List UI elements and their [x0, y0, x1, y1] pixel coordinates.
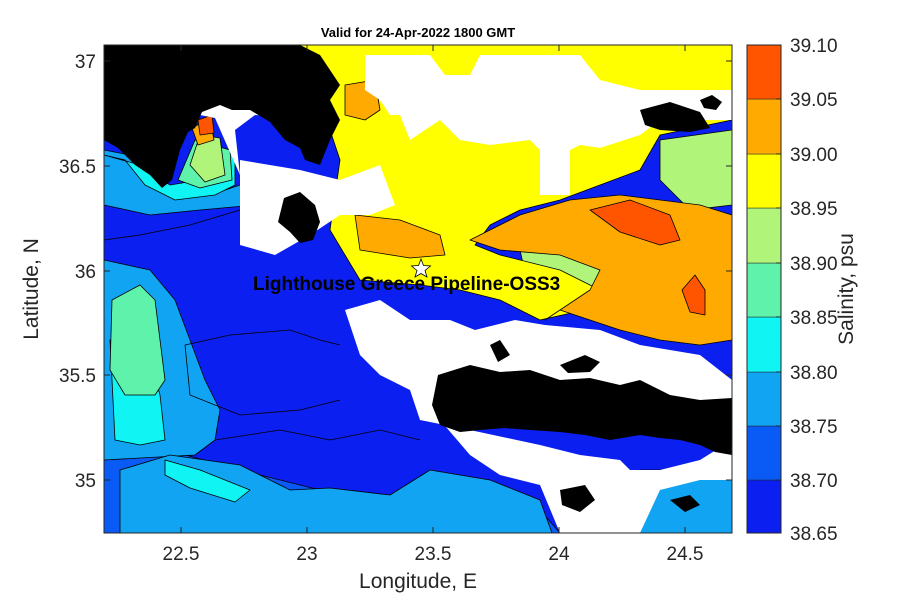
nodata-north-center	[365, 55, 732, 195]
axis-ticks	[104, 45, 732, 533]
colorbar: 38.65 38.70 38.75 38.80 38.85 38.90 38.9…	[746, 36, 858, 545]
land-crete	[432, 365, 732, 455]
colorbar-swatch	[746, 316, 782, 373]
xtick-label: 24	[548, 544, 570, 565]
x-tick-labels: 22.5 23 23.5 24 24.5	[163, 544, 704, 565]
cb-tick-label: 39.10	[790, 36, 838, 57]
land-islet-se	[560, 485, 595, 512]
land-crete-islet	[560, 355, 600, 373]
cb-tick-label: 38.85	[790, 308, 838, 329]
nodata-crete	[345, 300, 732, 533]
ytick-label: 36	[75, 262, 96, 283]
land-islet-sw	[670, 495, 700, 512]
xtick-label: 23	[296, 544, 317, 565]
cb-tick-label: 38.65	[790, 524, 838, 545]
contour-line-2	[184, 329, 341, 346]
colorbar-swatch	[746, 479, 782, 534]
colorbar-swatch	[746, 262, 782, 318]
land-peloponnese	[104, 45, 340, 188]
band-39-00-mid	[354, 214, 446, 259]
ytick-label: 37	[75, 52, 96, 73]
xtick-label: 24.5	[667, 544, 704, 565]
colorbar-swatch	[746, 207, 782, 264]
band-39-05-a	[589, 199, 681, 246]
map-plot-area: Lighthouse Greece Pipeline-OSS3	[104, 45, 732, 533]
colorbar-ticks	[776, 98, 781, 481]
y-axis-label: Latitude, N	[20, 238, 43, 340]
map-title: Valid for 24-Apr-2022 1800 GMT	[321, 25, 515, 40]
y-tick-labels: 35 35.5 36 36.5 37	[59, 52, 96, 492]
nodata-sw-islands	[240, 160, 395, 255]
band-39-05-c	[197, 114, 215, 136]
station-star-icon	[410, 257, 432, 278]
land-islet-ne	[700, 95, 722, 110]
band-38-75-south	[119, 454, 553, 533]
cb-tick-label: 38.80	[790, 363, 838, 384]
contour-line-4	[214, 429, 421, 441]
cb-tick-label: 38.95	[790, 199, 838, 220]
cb-tick-label: 38.90	[790, 254, 838, 275]
x-axis-label: Longitude, E	[359, 570, 477, 593]
colorbar-swatch	[746, 371, 782, 427]
colorbar-label: Salinity, psu	[835, 233, 858, 345]
plot-frame	[103, 44, 733, 534]
xtick-label: 23.5	[415, 544, 452, 565]
band-38-80-south	[164, 459, 251, 503]
contour-line-3	[184, 344, 341, 416]
ytick-label: 35	[75, 471, 96, 492]
land-masses	[104, 45, 732, 512]
colorbar-swatch	[746, 98, 782, 155]
land-kythira	[278, 192, 320, 243]
band-38-85	[109, 284, 166, 396]
cb-tick-label: 39.00	[790, 145, 838, 166]
station-annotation: Lighthouse Greece Pipeline-OSS3	[253, 274, 560, 295]
land-crete-north	[490, 340, 510, 362]
colorbar-tick-labels: 38.65 38.70 38.75 38.80 38.85 38.90 38.9…	[790, 36, 838, 545]
colorbar-swatch	[746, 153, 782, 209]
cb-tick-label: 38.70	[790, 471, 838, 492]
ytick-label: 36.5	[59, 157, 96, 178]
land-milos	[640, 102, 710, 132]
cb-tick-label: 39.05	[790, 90, 838, 111]
band-38-90-east	[659, 129, 732, 211]
band-39-05-b	[681, 274, 706, 316]
cb-tick-label: 38.75	[790, 417, 838, 438]
band-38-90-north	[189, 134, 226, 183]
colorbar-swatch	[746, 425, 782, 481]
ytick-label: 35.5	[59, 366, 96, 387]
colorbar-frame	[746, 44, 782, 534]
xtick-label: 22.5	[163, 544, 200, 565]
colorbar-swatch	[746, 44, 782, 100]
